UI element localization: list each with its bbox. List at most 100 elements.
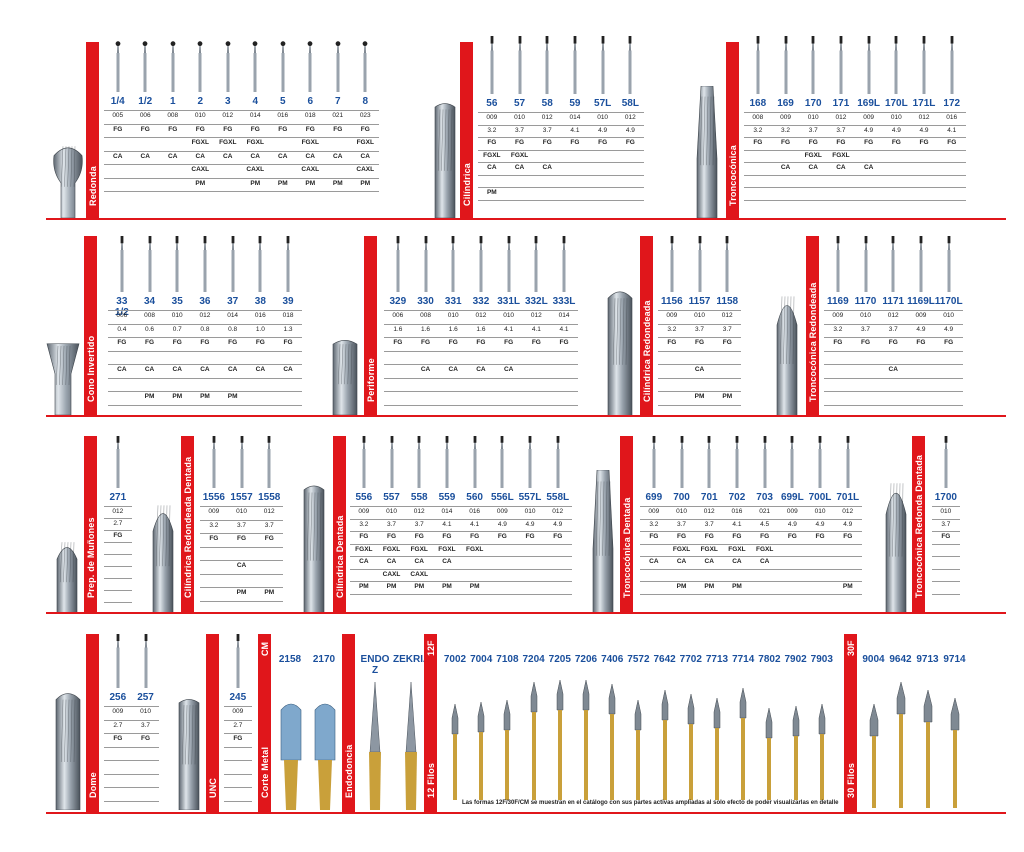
cell-cil_redondeada-0-2: 012 <box>721 312 733 319</box>
cell-cono_invertido-4-1: CA <box>144 366 155 373</box>
code-filos12-11: 7714 <box>732 654 755 665</box>
code-troncoconica-2: 170 <box>804 98 822 109</box>
cell-redonda-3-7: CA <box>305 152 315 160</box>
bur-tronco_redondeada-4 <box>947 236 951 292</box>
cell-cilindrica-2-5: FG <box>625 139 635 146</box>
cell-redonda-2-9: FGXL <box>356 139 374 146</box>
cell-cono_invertido-6-1: PM <box>144 393 155 400</box>
row-line-tronco_dentada-3 <box>640 556 862 557</box>
bur-troncoconica-2 <box>811 36 815 94</box>
cell-tronco_dentada-6-3: PM <box>732 583 742 590</box>
row-line-tronco_red_dentada-5 <box>932 581 960 582</box>
bur-filos12-0 <box>451 703 459 800</box>
cell-cono_invertido-2-4: FG <box>228 339 238 346</box>
row-floor-0 <box>46 218 1006 220</box>
code-tronco_redondeada-1: 1170 <box>854 296 877 307</box>
bur-filos30-1 <box>896 681 906 808</box>
row-line-prep_munones-1 <box>104 530 132 531</box>
section-label-text-filos30: 30 Filos <box>845 762 856 798</box>
row-line-cono_invertido-top <box>108 310 302 311</box>
bur-cilindrica-2 <box>545 36 549 94</box>
bur-dome-0 <box>116 634 120 688</box>
bur-cil_dentada-7 <box>556 436 560 488</box>
code-redonda-0: 1/4 <box>110 96 125 107</box>
bur-filos12-6 <box>608 683 616 800</box>
cell-cil_dentada-3-4: FGXL <box>465 545 484 553</box>
cell-periforme-0-3: 012 <box>475 312 487 319</box>
bur-cono_invertido-4 <box>231 236 235 292</box>
bur-periforme-4 <box>507 236 511 292</box>
row-line-dome-1 <box>104 733 160 734</box>
row-line-cono_invertido-5 <box>108 391 302 392</box>
row-line-tronco_red_dentada-6 <box>932 593 960 595</box>
cell-cil_red_dentada-1-0: 3.2 <box>209 521 219 529</box>
row-line-prep_munones-6 <box>104 590 132 591</box>
code-cilindrica-1: 57 <box>513 98 526 109</box>
cell-cil_dentada-5-2: CAXL <box>410 570 429 578</box>
row-line-cilindrica-0 <box>478 124 645 126</box>
section-bar-tronco_redondeada: Troncocónica Redondeada <box>806 236 819 416</box>
cell-tronco_dentada-1-7: 4.9 <box>843 520 853 528</box>
cell-periforme-1-5: 4.1 <box>531 325 541 333</box>
row-line-cil_dentada-1 <box>350 531 572 532</box>
row-line-prep_munones-3 <box>104 554 132 555</box>
bur-redonda-8 <box>335 41 341 92</box>
cell-cil_redondeada-0-0: 009 <box>666 312 678 319</box>
code-filos12-12: 7802 <box>758 654 781 665</box>
section-bar-cil_red_dentada: Cilíndrica Redondeada Dentada <box>181 436 194 612</box>
cell-troncoconica-0-6: 012 <box>918 114 930 121</box>
cell-cil_dentada-0-3: 014 <box>441 508 453 515</box>
cell-redonda-2-4: FGXL <box>219 139 237 146</box>
section-label-cilindrica: Cilíndrica <box>460 46 473 216</box>
cell-tronco_dentada-4-3: CA <box>732 558 742 565</box>
bur-cil_dentada-3 <box>445 436 449 488</box>
cell-cil_red_dentada-2-0: FG <box>209 535 219 542</box>
row-line-dome-5 <box>104 787 160 788</box>
cell-cil_dentada-1-7: 4.9 <box>553 520 563 528</box>
bur-cil_redondeada-0 <box>670 236 674 292</box>
bur-cilindrica-3 <box>573 36 577 94</box>
cell-cil_dentada-0-1: 010 <box>386 508 397 515</box>
section-label-text-unc: UNC <box>207 777 218 798</box>
bur-troncoconica-7 <box>950 36 954 94</box>
code-redonda-2: 1 <box>169 96 176 107</box>
section-bar-endodoncia: Endodoncia <box>342 634 355 812</box>
cell-redonda-0-6: 016 <box>277 112 289 119</box>
photo-cilindrica <box>434 103 456 218</box>
cell-redonda-1-4: FG <box>223 125 233 133</box>
cell-tronco_redondeada-2-1: FG <box>861 339 871 346</box>
cell-troncoconica-2-7: FG <box>947 139 957 146</box>
bur-periforme-6 <box>562 236 566 292</box>
code-cil_dentada-3: 559 <box>438 492 456 503</box>
row-line-redonda-3 <box>104 164 379 165</box>
section-label-cono_invertido: Cono Invertido <box>84 240 97 412</box>
section-label-filos30: 30 Filos <box>844 638 857 808</box>
row-line-cil_redondeada-4 <box>658 377 742 379</box>
code-filos30-0: 9004 <box>862 654 885 665</box>
row-line-redonda-1 <box>104 137 379 138</box>
cell-periforme-4-1: CA <box>420 366 431 373</box>
section-label-endodoncia: Endodoncia <box>342 638 355 808</box>
cell-cil_red_dentada-2-1: FG <box>237 535 247 542</box>
code-filos12-10: 7713 <box>705 654 729 665</box>
row-line-redonda-5 <box>104 191 379 192</box>
cell-cono_invertido-0-1: 008 <box>144 312 155 319</box>
cell-redonda-5-3: PM <box>195 179 206 187</box>
cell-redonda-2-3: FGXL <box>191 139 209 146</box>
row-line-tronco_redondeada-3 <box>824 364 963 365</box>
bur-cil_dentada-2 <box>417 436 421 488</box>
bur-redonda-4 <box>225 41 231 92</box>
code-redonda-1: 1/2 <box>138 96 153 107</box>
bur-tronco_redondeada-0 <box>836 236 840 292</box>
code-cono_invertido-1: 34 <box>143 296 156 307</box>
section-tag-filos30: 30F <box>845 640 856 656</box>
cell-cil_dentada-0-4: 016 <box>469 508 481 515</box>
cell-periforme-0-1: 008 <box>420 312 431 319</box>
row-line-cil_dentada-top <box>350 506 572 507</box>
section-label-redonda: Redonda <box>86 46 99 216</box>
row-line-cil_red_dentada-0 <box>200 519 284 521</box>
row-line-cil_redondeada-top <box>658 310 742 311</box>
cell-cil_red_dentada-1-1: 3.7 <box>237 521 247 529</box>
section-bar-cilindrica: Cilíndrica <box>460 42 473 220</box>
cell-redonda-5-8: PM <box>332 179 343 187</box>
